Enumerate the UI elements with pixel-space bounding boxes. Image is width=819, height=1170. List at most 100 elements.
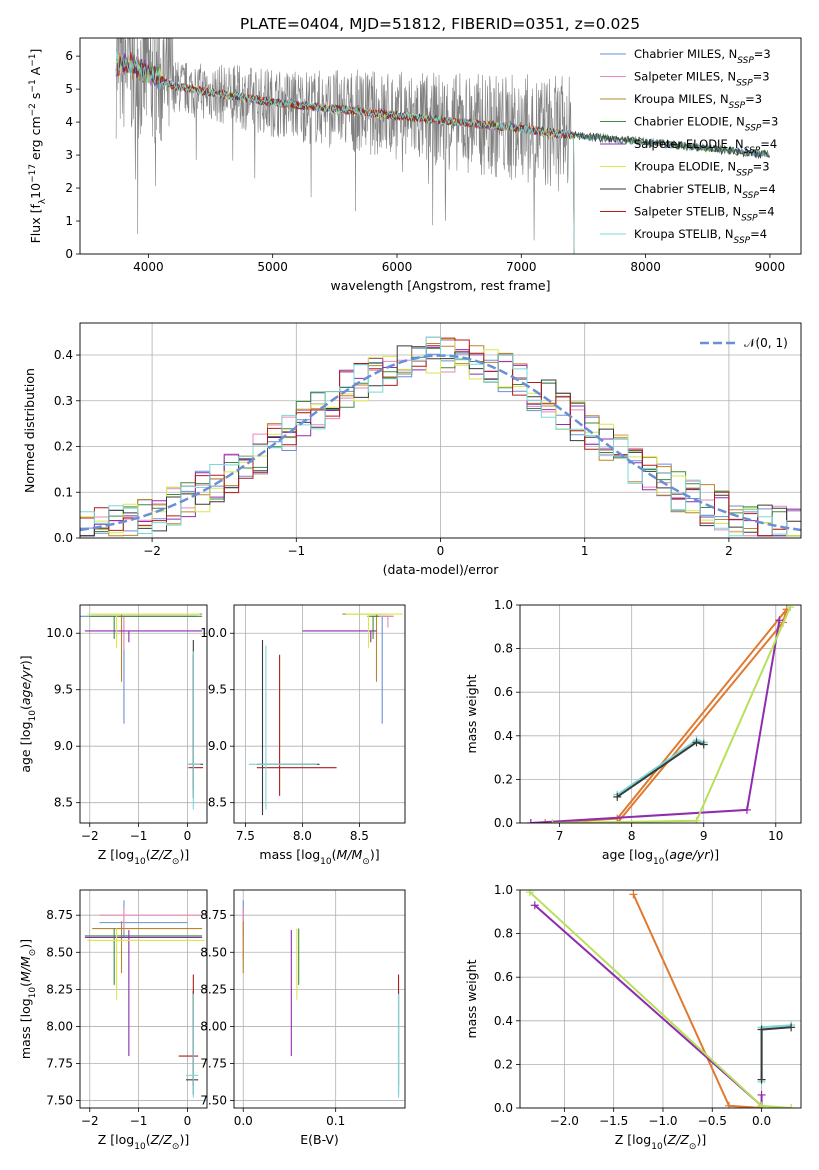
y-tick-label: 10.0 <box>46 626 73 640</box>
y-tick-label: 0.2 <box>494 772 513 786</box>
x-axis-label: age [log10(age/yr)] <box>602 847 719 867</box>
weight-marker <box>613 819 622 823</box>
y-tick-label: 0.8 <box>494 642 513 656</box>
histogram-kroupa-stelib <box>80 336 801 537</box>
y-tick-label: 1.0 <box>494 598 513 612</box>
x-tick-label: 9000 <box>755 260 786 274</box>
x-axis-label: Z [log10(Z/Z⊙)] <box>98 847 189 867</box>
y-tick-label: 7.75 <box>200 1057 227 1071</box>
model-spectrum-salpeter-stelib <box>115 52 575 254</box>
weight-line <box>760 1024 792 1082</box>
x-tick-label: 8.5 <box>350 829 369 843</box>
y-tick-label: 0.1 <box>54 485 73 499</box>
y-tick-label: 8.5 <box>54 796 73 810</box>
y-tick-label: 0.4 <box>494 1014 513 1028</box>
x-axis-label: E(B-V) <box>300 1132 339 1147</box>
plot-area <box>115 38 771 254</box>
y-tick-label: 0.2 <box>494 1057 513 1071</box>
x-tick-label: 7000 <box>506 260 537 274</box>
y-tick-label: 0.0 <box>54 531 73 545</box>
y-tick-label: 8.75 <box>200 908 227 922</box>
y-tick-label: 3 <box>65 148 73 162</box>
x-tick-label: 2 <box>725 544 733 558</box>
y-axis-label: mass weight <box>464 674 479 753</box>
weight-marker <box>786 605 795 612</box>
y-tick-label: 8.50 <box>46 945 73 959</box>
weight-marker <box>742 805 751 814</box>
x-tick-label: 8 <box>628 829 636 843</box>
x-tick-label: −0.5 <box>698 1114 727 1128</box>
weight-line <box>529 891 792 1108</box>
legend-label: Chabrier STELIB, NSSP=4 <box>634 182 776 201</box>
y-tick-label: 8.00 <box>200 1019 227 1033</box>
weight-line <box>760 1026 792 1080</box>
y-tick-label: 9.0 <box>208 739 227 753</box>
x-tick-label: −1 <box>130 1114 148 1128</box>
weight-marker <box>757 1025 766 1034</box>
x-tick-label: 5000 <box>257 260 288 274</box>
weight-line <box>632 893 762 1108</box>
y-tick-label: 0.2 <box>54 440 73 454</box>
weight-marker <box>775 616 784 625</box>
x-tick-label: −1.0 <box>648 1114 677 1128</box>
x-tick-label: 7 <box>556 829 564 843</box>
legend-label: Salpeter MILES, NSSP=3 <box>634 70 770 89</box>
x-axis-label: (data-model)/error <box>383 562 500 577</box>
chart-weight_vs_Z: −2.0 −1.5 −1.0 −0.5 0.0 0.0 0.2 0.4 0.6 0.8 1.0 Z [… <box>464 883 802 1152</box>
x-tick-label: 9 <box>700 829 708 843</box>
y-tick-label: 8.25 <box>46 982 73 996</box>
chart-mass_vs_Z: −2 −1 0 7.50 7.75 8.00 8.25 8.50 8.75 Z [log10(Z/… <box>18 889 208 1152</box>
x-axis-label: Z [log10(Z/Z⊙)] <box>615 1132 706 1152</box>
y-tick-label: 1 <box>65 214 73 228</box>
x-tick-label: −1.5 <box>599 1114 628 1128</box>
plot-area <box>80 323 801 538</box>
y-tick-label: 0.0 <box>494 1101 513 1115</box>
plot-area <box>80 605 207 823</box>
chart-age_vs_Z: −2 −1 0 8.5 9.0 9.5 10.0 Z [log10(Z/Z⊙)] age [lo… <box>18 604 208 867</box>
x-tick-label: 0 <box>437 544 445 558</box>
x-tick-label: 6000 <box>382 260 413 274</box>
y-tick-label: 0.8 <box>494 927 513 941</box>
y-tick-label: 9.0 <box>54 739 73 753</box>
chart-weight_vs_age: 7 8 9 10 0.0 0.2 0.4 0.6 0.8 1.0 age [log10(age/yr… <box>464 598 802 867</box>
y-tick-label: 8.25 <box>200 982 227 996</box>
y-tick-label: 8.75 <box>46 908 73 922</box>
weight-marker <box>629 890 638 899</box>
weight-marker <box>725 1101 734 1108</box>
legend-label: Kroupa MILES, NSSP=3 <box>634 92 762 111</box>
x-tick-label: 0 <box>184 829 192 843</box>
chart-spectrum: 4000 5000 6000 7000 8000 9000 0 1 2 3 4 5 6 wavelengt… <box>28 37 802 293</box>
axes-frame <box>233 604 406 824</box>
y-tick-label: 6 <box>65 49 73 63</box>
y-tick-label: 7.50 <box>46 1094 73 1108</box>
axes-frame <box>79 37 802 255</box>
y-tick-label: 0 <box>65 247 73 261</box>
chart-age_vs_mass: 7.5 8.0 8.5 8.5 9.0 9.5 10.0 mass [log10(M/M⊙)] <box>200 604 406 867</box>
legend-label: Chabrier ELODIE, NSSP=3 <box>634 115 778 134</box>
histogram-chabrier-stelib <box>80 345 801 537</box>
plot-area <box>520 605 801 823</box>
x-tick-label: 0.1 <box>326 1114 345 1128</box>
plot-area <box>234 890 405 1108</box>
figure-title: PLATE=0404, MJD=51812, FIBERID=0351, z=0… <box>240 15 640 33</box>
model-spectrum-kroupa-stelib <box>115 52 575 254</box>
chart-residuals: −2 −1 0 1 2 0.0 0.1 0.2 0.3 0.4 (data-model)/error… <box>22 322 802 577</box>
axes-frame <box>519 889 802 1109</box>
y-tick-label: 0.4 <box>494 729 513 743</box>
y-tick-label: 0.6 <box>494 970 513 984</box>
y-tick-label: 8.5 <box>208 796 227 810</box>
x-tick-label: 8000 <box>630 260 661 274</box>
y-tick-label: 10.0 <box>200 626 227 640</box>
y-tick-label: 4 <box>65 115 73 129</box>
x-tick-label: −1 <box>130 829 148 843</box>
legend-label: Salpeter ELODIE, NSSP=4 <box>634 137 777 156</box>
chart-mass_vs_ebv: 0.0 0.1 7.50 7.75 8.00 8.25 8.50 8.75 E(B-V) <box>200 889 406 1147</box>
x-tick-label: −2 <box>143 544 161 558</box>
y-tick-label: 0.6 <box>494 685 513 699</box>
plot-area <box>520 890 801 1108</box>
x-tick-label: 0.0 <box>752 1114 771 1128</box>
weight-marker <box>757 1075 766 1084</box>
legend-label: Chabrier MILES, NSSP=3 <box>634 47 771 66</box>
x-tick-label: −2 <box>81 829 99 843</box>
